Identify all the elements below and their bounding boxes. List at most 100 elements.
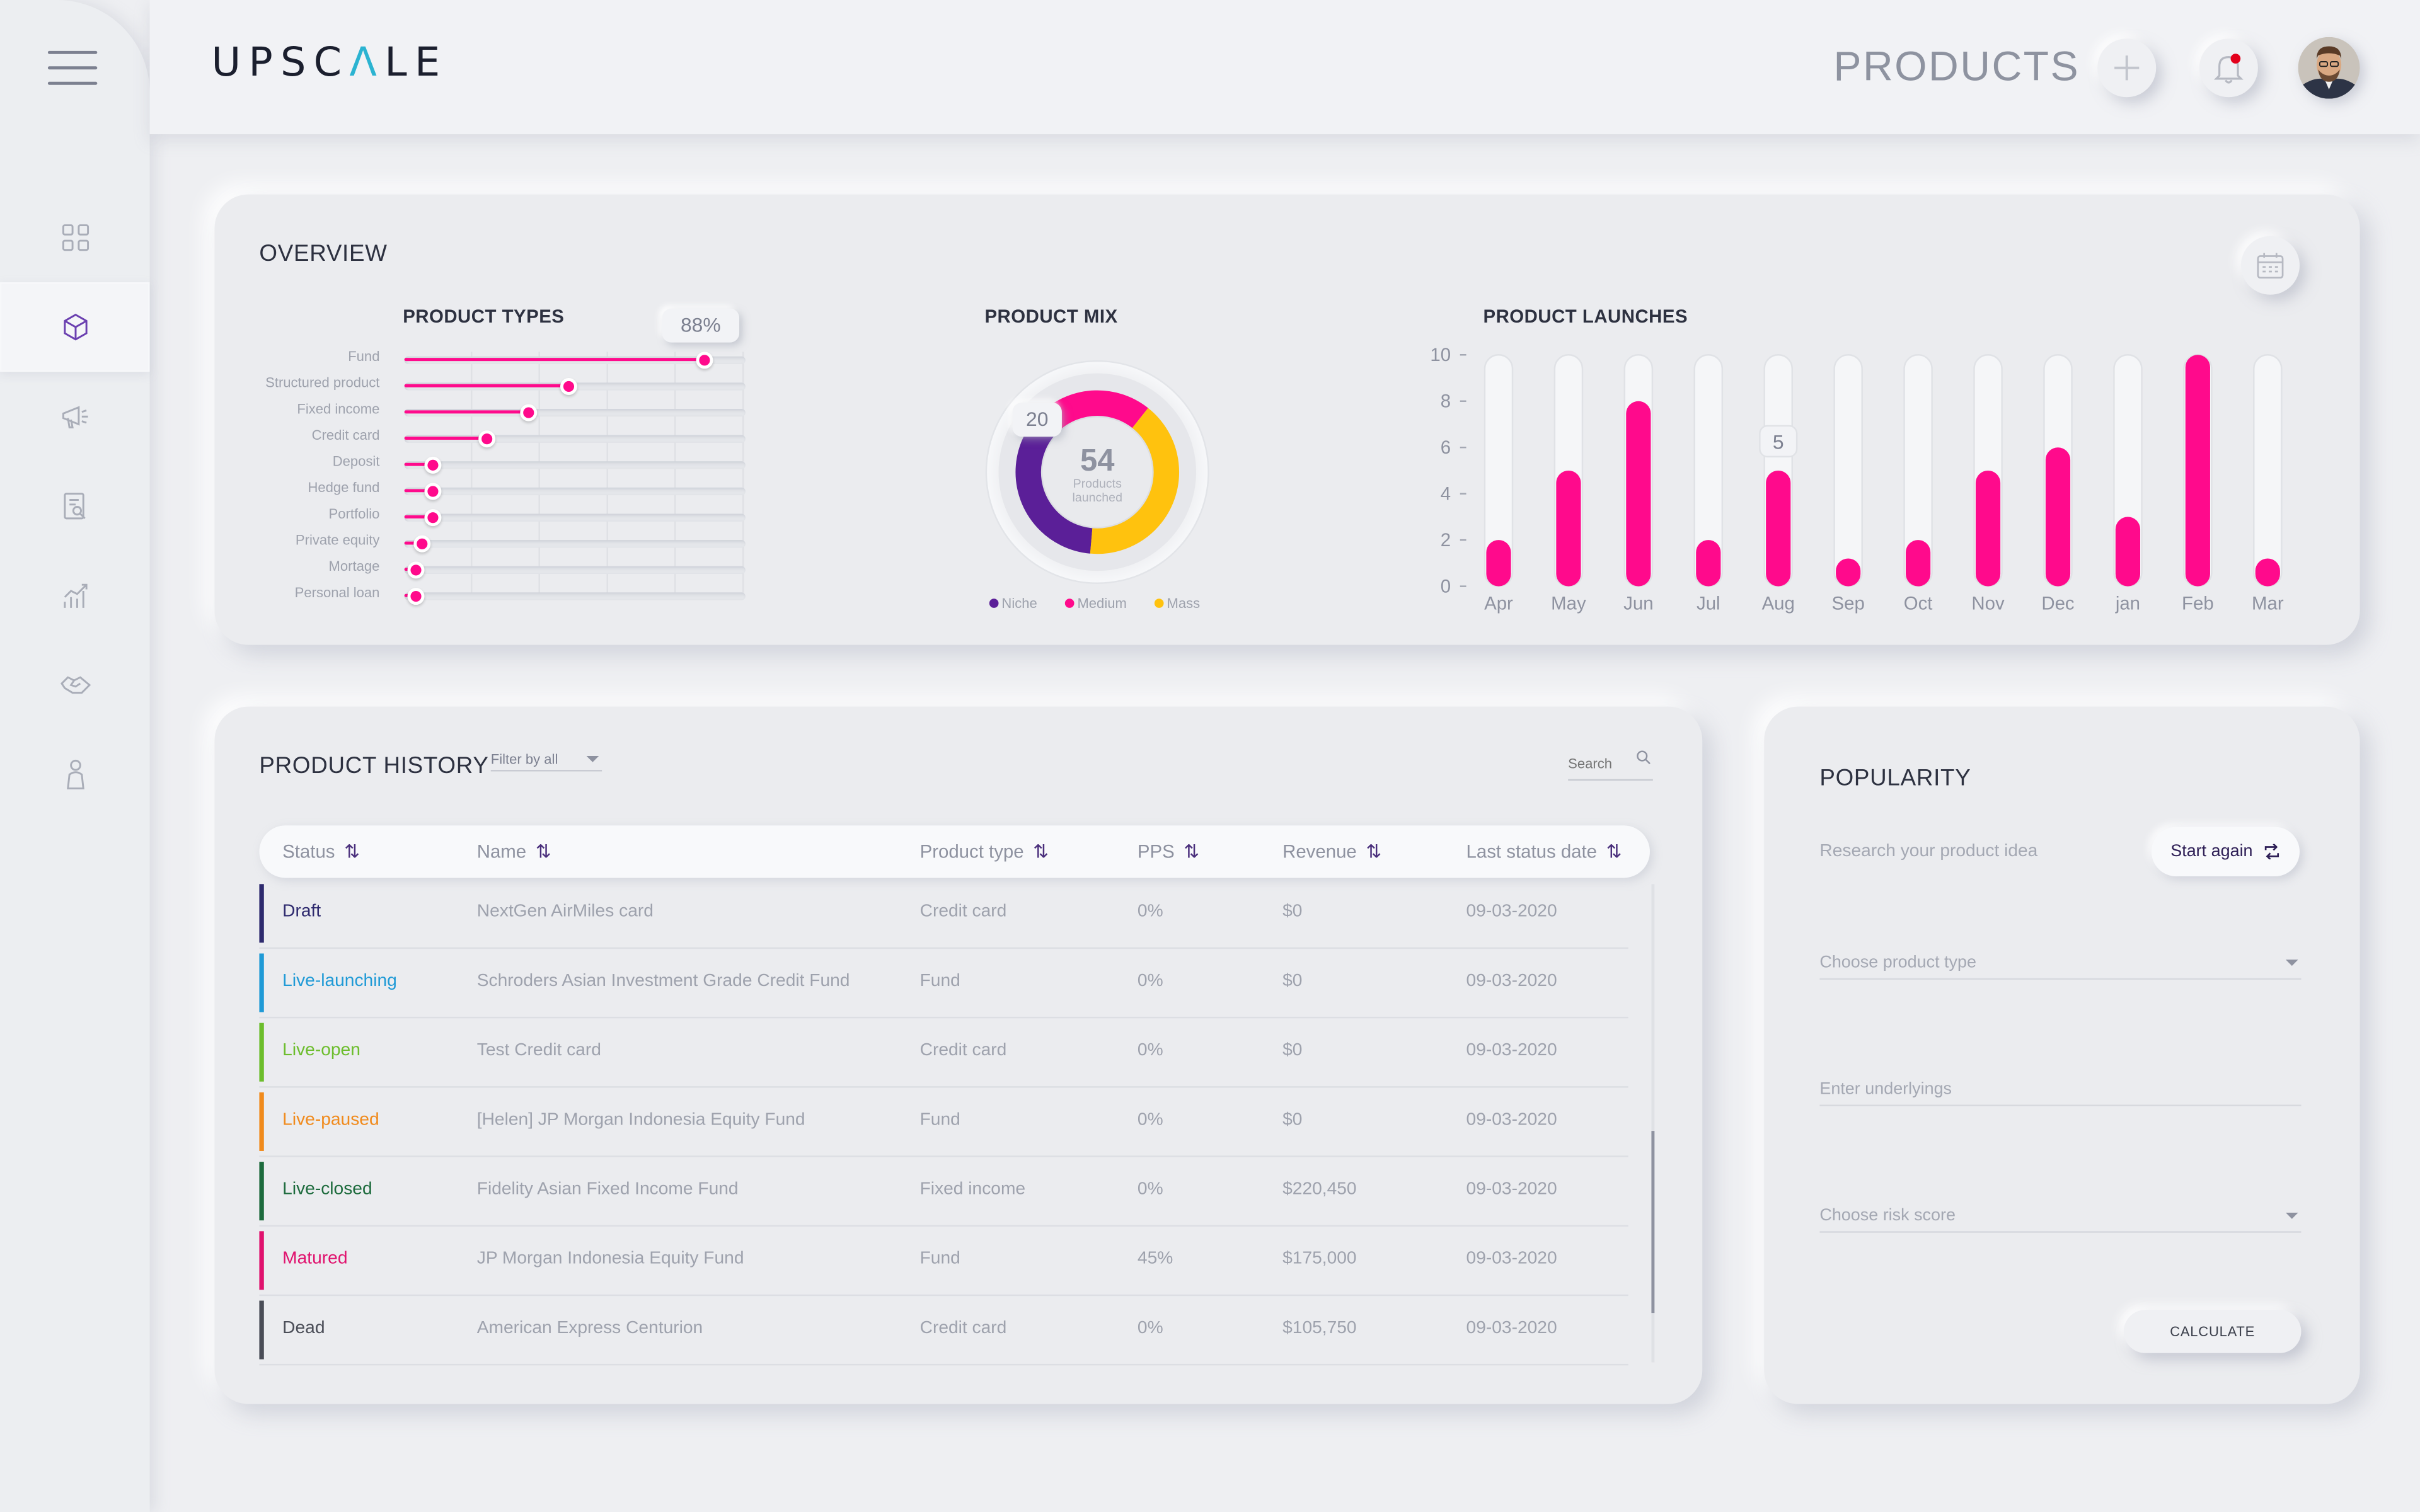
product-type-track[interactable] [404,509,746,527]
column-header-label: Status [282,840,335,862]
product-type-track[interactable] [404,352,746,369]
calendar-icon [2257,253,2284,279]
sort-icon[interactable]: ⇅ [1033,840,1049,862]
status-indicator [259,1022,264,1082]
product-type-track[interactable] [404,378,746,395]
product-type-track[interactable] [404,430,746,448]
bar-mar[interactable] [2255,558,2280,587]
sort-icon[interactable]: ⇅ [344,840,360,862]
sidebar [0,0,150,1512]
bar-may[interactable] [1556,470,1581,587]
table-row[interactable]: Live-paused [Helen] JP Morgan Indonesia E… [259,1088,1628,1157]
product-type-knob[interactable] [413,535,431,553]
date-cell: 09-03-2020 [1466,1180,1557,1199]
product-type-knob[interactable] [696,352,714,369]
sidebar-item-reports[interactable] [0,461,150,551]
column-header[interactable]: Status ⇅ [282,841,360,862]
table-row[interactable]: Matured JP Morgan Indonesia Equity Fund Fu… [259,1227,1628,1297]
type-cell: Fixed income [919,1180,1026,1199]
bar-track [2253,354,2283,587]
sort-icon[interactable]: ⇅ [1366,840,1382,862]
notifications-button[interactable] [2199,38,2258,98]
revenue-cell: $0 [1282,1041,1303,1060]
table-scrollbar-track[interactable] [1651,884,1655,1363]
top-bar [149,0,2420,135]
bar-sep[interactable] [1836,558,1861,587]
sidebar-item-dashboard[interactable] [0,193,150,282]
bar-oct[interactable] [1906,540,1931,587]
column-header[interactable]: Last status date ⇅ [1466,841,1622,862]
bar-tooltip-box [1759,425,1798,458]
bar-dec[interactable] [2045,447,2071,587]
underlyings-input[interactable]: Enter underlyings [1819,1080,2302,1106]
bar-jun[interactable] [1626,401,1651,587]
column-header[interactable]: Name ⇅ [477,841,551,862]
sort-icon[interactable]: ⇅ [535,840,551,862]
table-row[interactable]: Live-launching Schroders Asian Investment… [259,949,1628,1019]
bar-nov[interactable] [1975,470,2001,587]
table-row[interactable]: Live-closed Fidelity Asian Fixed Income F… [259,1157,1628,1227]
column-header-label: Last status date [1466,840,1598,862]
product-type-knob[interactable] [424,509,441,527]
table-row[interactable]: Dead American Express Centurion Credit car… [259,1296,1628,1366]
x-tick-label: Dec [2041,593,2074,614]
bar-jul[interactable] [1696,540,1721,587]
add-button[interactable] [2097,38,2157,98]
sidebar-item-users[interactable] [0,730,150,819]
status-cell: Live-open [282,1041,360,1060]
table-row[interactable]: Draft NextGen AirMiles card Credit card 0% $… [259,879,1628,949]
revenue-cell: $175,000 [1282,1249,1357,1269]
column-header[interactable]: Product type ⇅ [920,841,1049,862]
user-avatar[interactable] [2298,37,2360,99]
search-icon[interactable] [1636,750,1651,765]
bar-aug[interactable] [1766,470,1791,587]
bell-icon [2213,54,2244,84]
calculate-button[interactable]: CALCULATE [2123,1310,2302,1353]
hamburger-icon[interactable] [47,50,98,85]
product-type-knob[interactable] [424,456,441,474]
sidebar-item-analytics[interactable] [0,551,150,640]
product-type-track[interactable] [404,561,746,579]
product-type-track[interactable] [404,483,746,500]
column-header[interactable]: Revenue ⇅ [1282,841,1381,862]
product-type-select[interactable]: Choose product type [1819,953,2302,980]
product-type-knob[interactable] [519,404,537,421]
legend-item-mass: Mass [1154,595,1200,611]
product-type-track[interactable] [404,535,746,553]
product-mix-center-label-2: launched [1072,491,1122,505]
legend-dot [989,598,999,608]
risk-score-select[interactable]: Choose risk score [1819,1206,2302,1233]
start-again-button[interactable]: Start again [2151,827,2300,877]
sort-icon[interactable]: ⇅ [1184,840,1200,862]
product-type-knob[interactable] [560,378,578,395]
product-type-knob[interactable] [406,561,424,579]
product-type-knob[interactable] [478,430,496,448]
filter-dropdown[interactable]: Filter by all [490,752,602,772]
sidebar-item-campaigns[interactable] [0,372,150,461]
sidebar-item-products[interactable] [0,282,150,372]
brand-logo[interactable]: UPSCΛLE [211,40,448,87]
column-header[interactable]: PPS ⇅ [1138,841,1199,862]
bar-feb[interactable] [2185,355,2210,587]
y-tick-label: 6 [1441,437,1451,458]
product-type-knob[interactable] [424,483,441,500]
search-input[interactable] [1568,756,1630,772]
product-type-knob[interactable] [406,588,424,605]
donut-segment-mass[interactable] [1001,375,1194,568]
calendar-button[interactable] [2240,236,2300,295]
sort-icon[interactable]: ⇅ [1606,840,1622,862]
product-type-track[interactable] [404,588,746,605]
bar-jan[interactable] [2115,517,2141,587]
product-type-track[interactable] [404,456,746,474]
bar-apr[interactable] [1486,540,1511,587]
legend-label: Niche [1001,595,1037,611]
chevron-down-icon [2285,1212,2298,1219]
table-row[interactable]: Live-open Test Credit card Credit card 0% $0… [259,1018,1628,1088]
table-header [259,825,1650,878]
search-field[interactable] [1568,748,1653,781]
product-type-track[interactable] [404,404,746,421]
product-type-label: Structured product [265,375,380,391]
status-indicator [259,1092,264,1151]
sidebar-item-deals[interactable] [0,640,150,730]
table-scrollbar-thumb[interactable] [1651,1131,1655,1314]
